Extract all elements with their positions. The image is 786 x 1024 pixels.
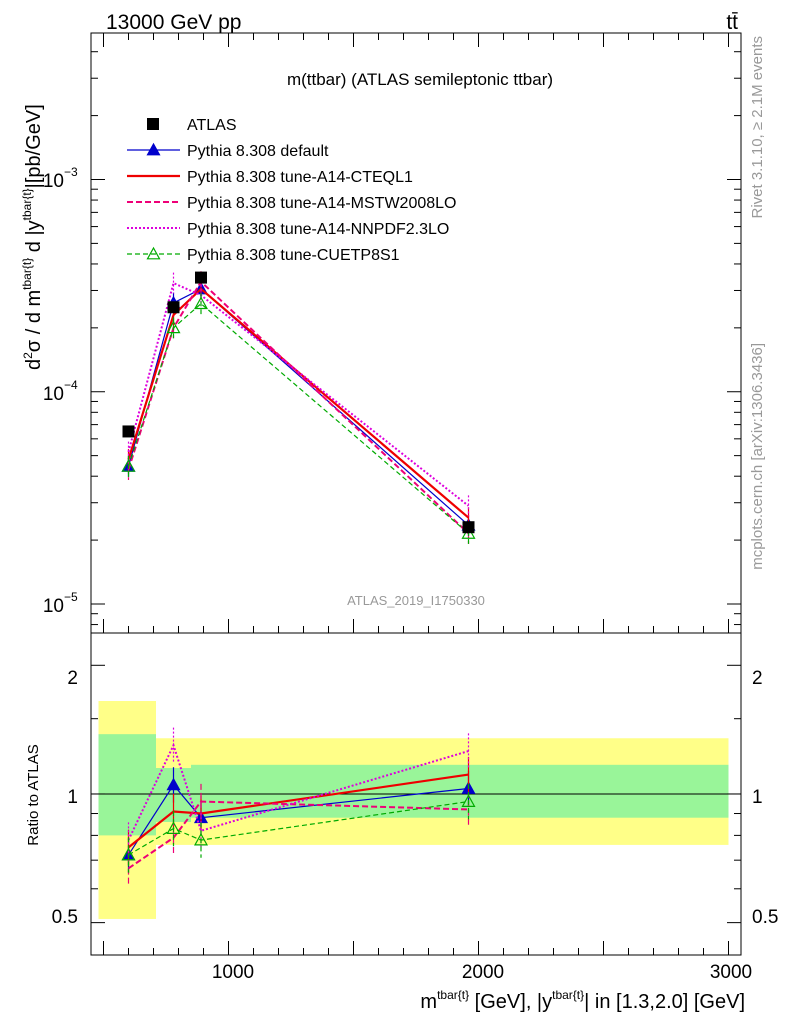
y-axis-label-ratio: Ratio to ATLAS bbox=[25, 744, 42, 845]
x-tick-3000: 3000 bbox=[710, 962, 752, 983]
x-tick-2000: 2000 bbox=[462, 962, 504, 983]
series-line-nnpdf bbox=[127, 281, 470, 507]
point-cuet bbox=[193, 296, 209, 310]
legend-marker-atlas bbox=[147, 118, 159, 130]
point-cuet bbox=[121, 459, 136, 472]
legend: ATLAS Pythia 8.308 default Pythia 8.308 tu… bbox=[127, 117, 456, 264]
x-axis-label: mtbar{t} [GeV], |ytbar{t}| in [1.3,2.0] … bbox=[420, 988, 745, 1013]
y-tick-ratio-05-right: 0.5 bbox=[752, 907, 778, 928]
axis-ticks bbox=[91, 33, 741, 955]
ratio-uncertainty-bands bbox=[91, 701, 741, 919]
series-line-cteq bbox=[127, 287, 470, 519]
header-left: 13000 GeV pp bbox=[106, 11, 241, 34]
legend-label-cteq: Pythia 8.308 tune-A14-CTEQL1 bbox=[187, 169, 413, 186]
data-point-atlas bbox=[195, 271, 207, 284]
ratio-point-cuet bbox=[166, 821, 181, 834]
rivet-version: Rivet 3.1.10, ≥ 2.1M events bbox=[749, 36, 766, 219]
legend-marker-default bbox=[146, 142, 161, 156]
data-point-atlas bbox=[167, 301, 180, 314]
legend-label-cuet: Pythia 8.308 tune-CUETP8S1 bbox=[187, 247, 400, 264]
y-tick-main-2: 10 bbox=[43, 384, 64, 405]
main-series bbox=[121, 271, 476, 544]
data-point-atlas bbox=[122, 425, 135, 438]
y-axis-label-main: d2σ / d mtbar{t} d |ytbar{t}|[pb/GeV] bbox=[20, 104, 45, 370]
x-tick-1000: 1000 bbox=[212, 962, 254, 983]
y-tick-ratio-1: 1 bbox=[67, 787, 78, 808]
ratio-line-nnpdf bbox=[127, 742, 469, 841]
ratio-line-default bbox=[127, 783, 469, 856]
ratio-band-green bbox=[98, 734, 156, 836]
mcplots-credit: mcplots.cern.ch [arXiv:1306.3436] bbox=[749, 343, 766, 570]
legend-label-nnpdf: Pythia 8.308 tune-A14-NNPDF2.3LO bbox=[187, 221, 449, 238]
ratio-point-default bbox=[166, 777, 181, 791]
ratio-line-mstw bbox=[127, 800, 469, 870]
legend-label-mstw: Pythia 8.308 tune-A14-MSTW2008LO bbox=[187, 195, 456, 212]
plot-title: m(ttbar) (ATLAS semileptonic ttbar) bbox=[287, 70, 553, 89]
data-point-atlas bbox=[462, 521, 475, 534]
series-line-mstw bbox=[127, 280, 470, 535]
y-tick-main-1-exp: −3 bbox=[64, 165, 78, 179]
y-tick-main-1: 10 bbox=[43, 171, 64, 192]
series-line-cuet bbox=[127, 302, 469, 534]
y-tick-main-3-exp: −5 bbox=[64, 590, 78, 604]
point-cuet bbox=[166, 320, 181, 334]
ratio-point-cuet bbox=[121, 847, 136, 861]
y-tick-ratio-2-right: 2 bbox=[752, 668, 763, 689]
y-tick-main-2-exp: −4 bbox=[64, 378, 78, 392]
ratio-point-cuet bbox=[461, 794, 476, 807]
header-right: tt̄ bbox=[726, 11, 738, 34]
ratio-point-cuet bbox=[193, 832, 209, 846]
legend-label-default: Pythia 8.308 default bbox=[187, 143, 329, 160]
y-tick-ratio-2: 2 bbox=[67, 668, 78, 689]
y-tick-ratio-1-right: 1 bbox=[752, 787, 763, 808]
y-tick-ratio-05: 0.5 bbox=[52, 907, 78, 928]
ratio-series bbox=[121, 727, 476, 886]
y-tick-main-3: 10 bbox=[43, 596, 64, 617]
analysis-id: ATLAS_2019_I1750330 bbox=[347, 593, 485, 608]
legend-label-data: ATLAS bbox=[187, 117, 237, 134]
legend-marker-cuet bbox=[146, 246, 161, 260]
ratio-line-cteq bbox=[127, 773, 469, 849]
ratio-line-cuet bbox=[128, 800, 469, 856]
